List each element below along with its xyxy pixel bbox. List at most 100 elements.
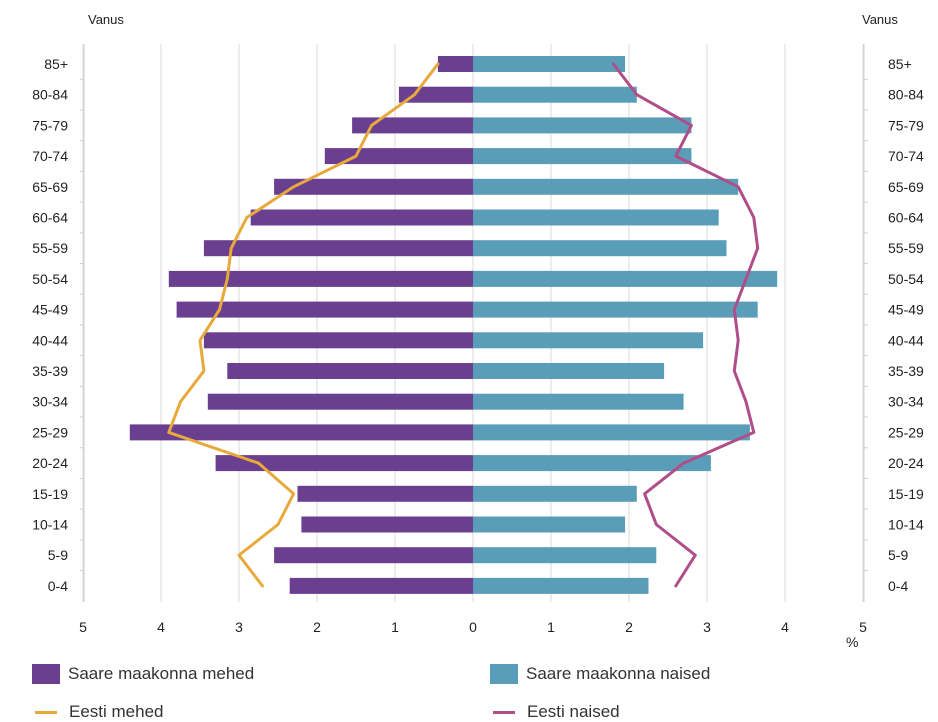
- lines: [167, 62, 760, 588]
- bar-saare-mehed-25-29: [129, 424, 474, 441]
- y-tick-label-left: 85+: [44, 56, 68, 72]
- bar-saare-mehed-5-9: [274, 547, 473, 564]
- bar-saare-mehed-55-59: [203, 240, 473, 257]
- bar-saare-naised-20-24: [473, 455, 711, 472]
- y-tick-label-left: 70-74: [32, 148, 68, 164]
- x-tick-label: 3: [703, 619, 711, 635]
- bar-saare-mehed-0-4: [289, 577, 473, 594]
- y-tick-label-left: 0-4: [48, 578, 68, 594]
- bar-saare-naised-30-34: [473, 393, 684, 410]
- x-tick-label: 2: [625, 619, 633, 635]
- x-tick-label: 5: [859, 619, 867, 635]
- bar-saare-mehed-50-54: [168, 270, 474, 287]
- y-tick-label-right: 25-29: [888, 424, 924, 440]
- bar-saare-mehed-15-19: [297, 485, 473, 502]
- legend-swatch-eesti-naised: [493, 710, 515, 714]
- legend: Saare maakonna mehed Saare maakonna nais…: [0, 658, 938, 722]
- legend-swatch-saare-mehed: [32, 664, 60, 684]
- population-pyramid-chart: 85+80-8475-7970-7465-6960-6455-5950-5445…: [32, 12, 924, 650]
- y-tick-label-right: 55-59: [888, 240, 924, 256]
- y-tick-label-left: 10-14: [32, 517, 68, 533]
- y-tick-label-right: 5-9: [888, 547, 908, 563]
- legend-item-eesti-mehed: Eesti mehed: [32, 702, 164, 722]
- bar-saare-naised-5-9: [473, 547, 657, 564]
- bar-saare-naised-35-39: [473, 363, 665, 379]
- y-tick-label-left: 55-59: [32, 240, 68, 256]
- legend-swatch-eesti-mehed: [35, 710, 57, 714]
- y-tick-label-right: 70-74: [888, 148, 924, 164]
- y-tick-labels-right: 85+ 80-84 75-79 70-74 65-69 60-64 55-59 50-54 45…: [888, 56, 924, 594]
- bar-saare-mehed-80-84: [398, 86, 473, 103]
- bar-saare-naised-40-44: [473, 332, 704, 349]
- bar-saare-mehed-40-44: [203, 332, 473, 349]
- x-tick-label: 1: [547, 619, 555, 635]
- bar-saare-mehed-10-14: [301, 516, 473, 533]
- y-axis-label-left: Vanus: [88, 12, 124, 27]
- x-tick-label: 3: [235, 619, 243, 635]
- legend-label-eesti-mehed: Eesti mehed: [69, 702, 164, 721]
- legend-label-eesti-naised: Eesti naised: [527, 702, 620, 721]
- bar-saare-naised-50-54: [473, 270, 778, 287]
- y-tick-label-right: 80-84: [888, 87, 924, 103]
- y-tick-label-left: 75-79: [32, 117, 68, 133]
- y-tick-label-left: 45-49: [32, 302, 68, 318]
- bar-saare-naised-60-64: [473, 209, 719, 226]
- y-tick-label-right: 40-44: [888, 332, 924, 348]
- bar-saare-naised-80-84: [473, 86, 637, 103]
- legend-item-saare-naised: Saare maakonna naised: [490, 664, 710, 684]
- y-tick-label-left: 15-19: [32, 486, 68, 502]
- y-tick-label-left: 35-39: [32, 363, 68, 379]
- x-tick-label: 4: [157, 619, 165, 635]
- bar-saare-mehed-45-49: [176, 301, 473, 318]
- line-eesti-mehed: [167, 62, 440, 588]
- bar-saare-naised-85+: [473, 56, 626, 72]
- legend-item-eesti-naised: Eesti naised: [490, 702, 620, 722]
- y-tick-label-left: 80-84: [32, 87, 68, 103]
- bar-saare-naised-25-29: [473, 424, 750, 441]
- y-tick-label-left: 20-24: [32, 455, 68, 471]
- bar-saare-mehed-30-34: [207, 393, 474, 410]
- y-tick-label-left: 40-44: [32, 332, 68, 348]
- x-tick-labels: 5 4 3 2 1 0 1 2 3 4 5: [79, 619, 867, 635]
- bars: [129, 56, 778, 594]
- y-tick-label-right: 10-14: [888, 517, 924, 533]
- bar-saare-naised-70-74: [473, 148, 692, 165]
- bar-saare-naised-45-49: [473, 301, 758, 318]
- y-tick-label-left: 5-9: [48, 547, 68, 563]
- y-tick-label-left: 30-34: [32, 394, 68, 410]
- bar-saare-naised-15-19: [473, 485, 637, 502]
- y-tick-label-right: 35-39: [888, 363, 924, 379]
- legend-swatch-saare-naised: [490, 664, 518, 684]
- bar-saare-mehed-70-74: [324, 148, 473, 165]
- legend-label-saare-mehed: Saare maakonna mehed: [68, 664, 255, 683]
- y-tick-label-right: 20-24: [888, 455, 924, 471]
- y-tick-label-right: 75-79: [888, 117, 924, 133]
- y-tick-labels-left: 85+ 80-84 75-79 70-74 65-69 60-64 55-59 50-54 45…: [32, 56, 68, 594]
- y-tick-label-left: 25-29: [32, 424, 68, 440]
- y-tick-label-right: 30-34: [888, 394, 924, 410]
- bar-saare-mehed-60-64: [250, 209, 473, 226]
- y-tick-label-left: 50-54: [32, 271, 68, 287]
- bar-saare-mehed-35-39: [227, 363, 473, 379]
- bar-saare-mehed-75-79: [352, 117, 473, 134]
- y-tick-label-left: 60-64: [32, 210, 68, 226]
- y-tick-label-right: 60-64: [888, 210, 924, 226]
- bar-saare-mehed-65-69: [274, 178, 473, 195]
- line-eesti-naised: [611, 62, 760, 588]
- x-tick-label: 2: [313, 619, 321, 635]
- y-tick-label-right: 65-69: [888, 179, 924, 195]
- x-tick-label: 1: [391, 619, 399, 635]
- y-tick-label-right: 0-4: [888, 578, 908, 594]
- bar-saare-naised-0-4: [473, 577, 649, 594]
- x-unit-label: %: [846, 634, 858, 650]
- y-tick-label-right: 85+: [888, 56, 912, 72]
- legend-item-saare-mehed: Saare maakonna mehed: [32, 664, 254, 684]
- bar-saare-naised-65-69: [473, 178, 739, 195]
- x-tick-label: 4: [781, 619, 789, 635]
- legend-label-saare-naised: Saare maakonna naised: [526, 664, 711, 683]
- y-axis-label-right: Vanus: [862, 12, 898, 27]
- x-tick-label: 0: [469, 619, 477, 635]
- bar-saare-naised-10-14: [473, 516, 626, 533]
- y-tick-label-right: 45-49: [888, 302, 924, 318]
- grid-lines: [80, 44, 868, 602]
